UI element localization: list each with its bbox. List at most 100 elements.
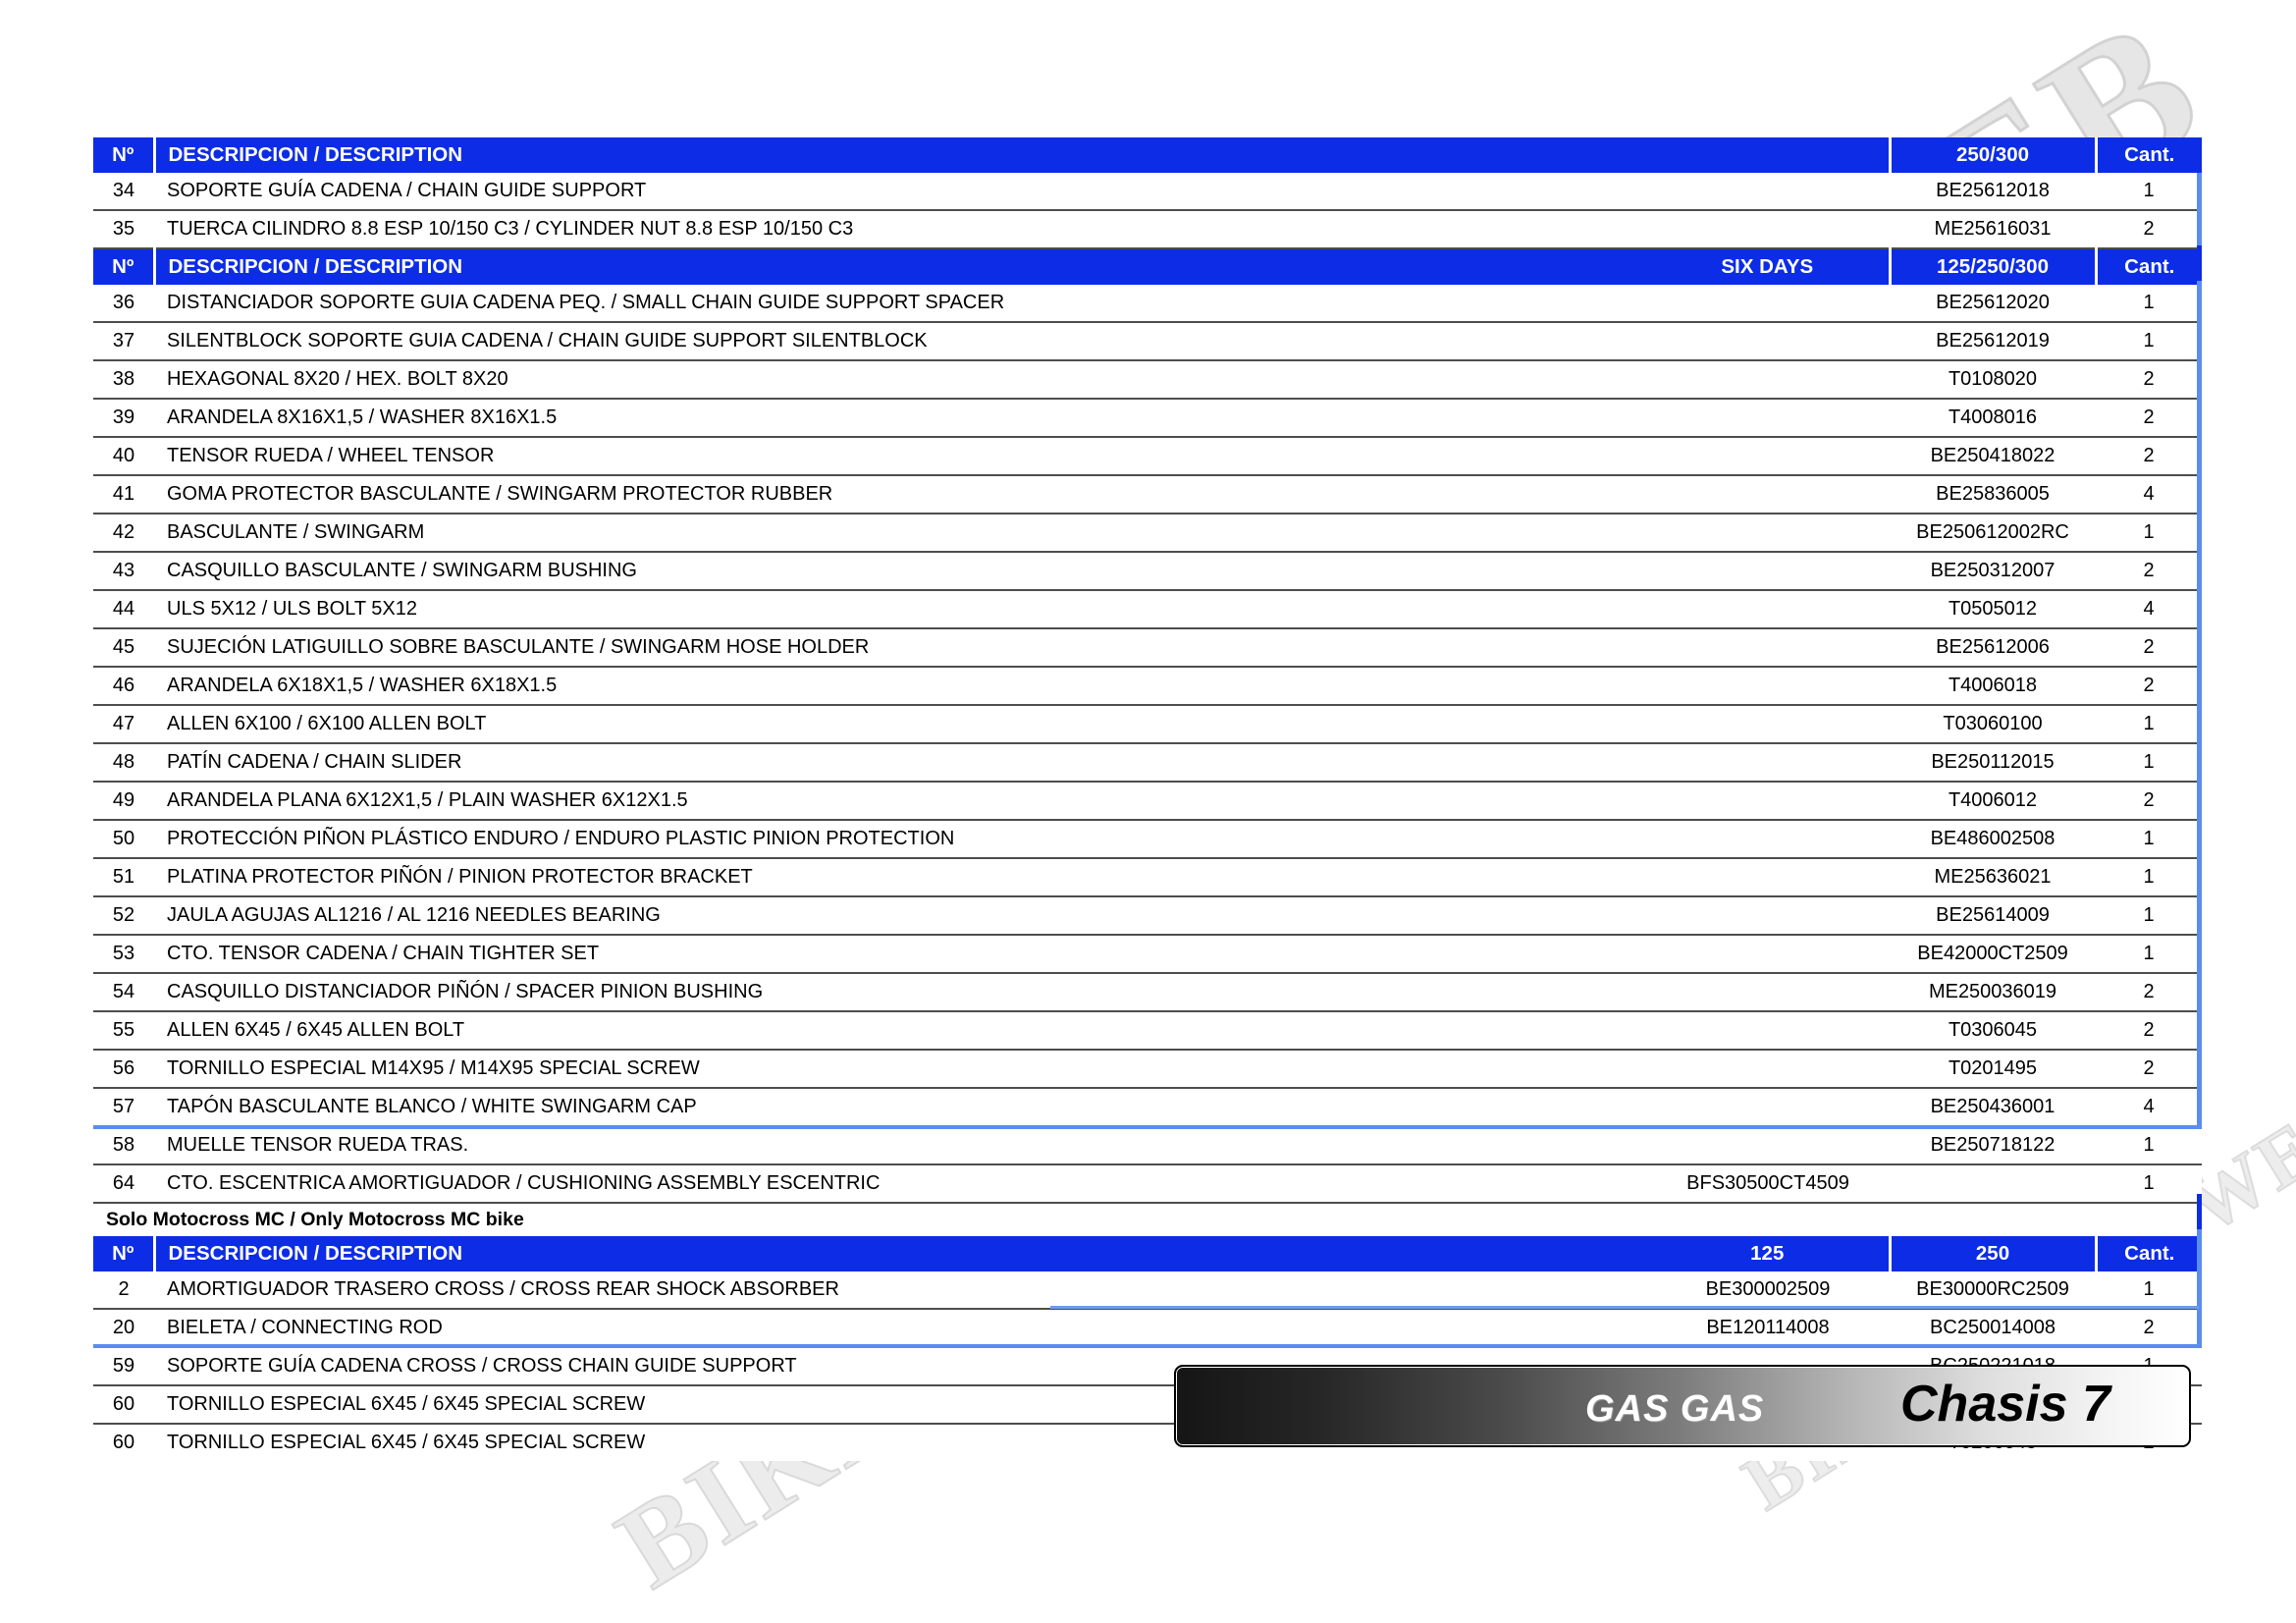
cell-partnumber: BE25612018 [1890, 173, 2096, 211]
cell-number: 60 [93, 1424, 154, 1461]
table-row[interactable]: 64 CTO. ESCENTRICA AMORTIGUADOR / CUSHION… [93, 1164, 2202, 1204]
cell-number: 41 [93, 475, 154, 514]
table-row[interactable]: 55 ALLEN 6X45 / 6X45 ALLEN BOLT T0306045 2 [93, 1011, 2202, 1051]
table-row[interactable]: 56 TORNILLO ESPECIAL M14X95 / M14X95 SPEC… [93, 1050, 2202, 1089]
table-header-row: Nº DESCRIPCION / DESCRIPTION SIX DAYS 125/2… [93, 248, 2202, 285]
cell-number: 64 [93, 1164, 154, 1204]
table-row[interactable]: 42 BASCULANTE / SWINGARM BE250612002RC 1 [93, 514, 2202, 553]
table-row[interactable]: 43 CASQUILLO BASCULANTE / SWINGARM BUSHIN… [93, 552, 2202, 591]
parts-table: Nº DESCRIPCION / DESCRIPTION 250/300 Cant. 3… [93, 137, 2202, 1461]
cell-quantity: 4 [2096, 475, 2202, 514]
table-row[interactable]: 46 ARANDELA 6X18X1,5 / WASHER 6X18X1.5 T40… [93, 667, 2202, 706]
column-header-number: Nº [93, 248, 154, 285]
cell-variant [1646, 858, 1890, 897]
cell-number: 20 [93, 1309, 154, 1348]
footer-banner [1174, 1365, 2191, 1447]
cell-quantity: 2 [2096, 399, 2202, 438]
cell-partnumber: ME25616031 [1890, 210, 2096, 249]
table-header-row: Nº DESCRIPCION / DESCRIPTION 250/300 Cant. [93, 137, 2202, 173]
cell-partnumber: T0306045 [1890, 1011, 2096, 1051]
cell-number: 54 [93, 973, 154, 1012]
table-row[interactable]: 44 ULS 5X12 / ULS BOLT 5X12 T0505012 4 [93, 590, 2202, 629]
table-row[interactable]: 34 SOPORTE GUÍA CADENA / CHAIN GUIDE SUPP… [93, 173, 2202, 211]
cell-quantity: 2 [2096, 210, 2202, 249]
table-row[interactable]: 50 PROTECCIÓN PIÑON PLÁSTICO ENDURO / END… [93, 820, 2202, 859]
cell-description: PLATINA PROTECTOR PIÑÓN / PINION PROTECT… [154, 858, 1646, 897]
cell-description: DISTANCIADOR SOPORTE GUIA CADENA PEQ. / … [154, 285, 1646, 323]
table-row[interactable]: 40 TENSOR RUEDA / WHEEL TENSOR BE250418022… [93, 437, 2202, 476]
table-row[interactable]: 39 ARANDELA 8X16X1,5 / WASHER 8X16X1.5 T40… [93, 399, 2202, 438]
cell-variant [1646, 514, 1890, 553]
cell-variant [1646, 1011, 1890, 1051]
table-row[interactable]: 45 SUJECIÓN LATIGUILLO SOBRE BASCULANTE /… [93, 628, 2202, 668]
table-row[interactable]: 49 ARANDELA PLANA 6X12X1,5 / PLAIN WASHER… [93, 782, 2202, 821]
cell-variant [1646, 210, 1890, 249]
cell-quantity: 2 [2096, 552, 2202, 591]
cell-quantity: 2 [2096, 782, 2202, 821]
table-row[interactable]: 37 SILENTBLOCK SOPORTE GUIA CADENA / CHAI… [93, 322, 2202, 361]
section-divider [93, 1125, 2202, 1129]
cell-partnumber: BE250718122 [1890, 1126, 2096, 1165]
table-row[interactable]: 35 TUERCA CILINDRO 8.8 ESP 10/150 C3 / CY… [93, 210, 2202, 249]
parts-catalog-sheet: Nº DESCRIPCION / DESCRIPTION 250/300 Cant. 3… [93, 137, 2202, 1461]
cell-description: PROTECCIÓN PIÑON PLÁSTICO ENDURO / ENDUR… [154, 820, 1646, 859]
table-header-row: Nº DESCRIPCION / DESCRIPTION 125 250 Cant. [93, 1236, 2202, 1271]
table-row[interactable]: 20 BIELETA / CONNECTING ROD BE120114008 BC2… [93, 1309, 2202, 1348]
cell-number: 39 [93, 399, 154, 438]
cell-number: 57 [93, 1088, 154, 1127]
cell-number: 35 [93, 210, 154, 249]
column-header-description: DESCRIPCION / DESCRIPTION [152, 248, 1646, 285]
table-row[interactable]: 51 PLATINA PROTECTOR PIÑÓN / PINION PROTE… [93, 858, 2202, 897]
cell-quantity: 1 [2096, 1164, 2202, 1204]
cell-description: BASCULANTE / SWINGARM [154, 514, 1646, 553]
column-header-partnumber: 125/250/300 [1888, 248, 2096, 285]
table-row[interactable]: 57 TAPÓN BASCULANTE BLANCO / WHITE SWINGA… [93, 1088, 2202, 1127]
column-header-quantity: Cant. [2094, 248, 2202, 285]
table-row[interactable]: 52 JAULA AGUJAS AL1216 / AL 1216 NEEDLES … [93, 896, 2202, 936]
cell-number: 49 [93, 782, 154, 821]
table-row[interactable]: 38 HEXAGONAL 8X20 / HEX. BOLT 8X20 T010802… [93, 360, 2202, 400]
cell-quantity: 1 [2096, 896, 2202, 936]
table-row[interactable]: 53 CTO. TENSOR CADENA / CHAIN TIGHTER SET… [93, 935, 2202, 974]
table-row[interactable]: 36 DISTANCIADOR SOPORTE GUIA CADENA PEQ. … [93, 285, 2202, 323]
column-header-quantity: Cant. [2094, 1236, 2202, 1271]
table-row[interactable]: 54 CASQUILLO DISTANCIADOR PIÑÓN / SPACER … [93, 973, 2202, 1012]
cell-number: 50 [93, 820, 154, 859]
cell-number: 44 [93, 590, 154, 629]
cell-number: 60 [93, 1385, 154, 1425]
cell-description: GOMA PROTECTOR BASCULANTE / SWINGARM PRO… [154, 475, 1646, 514]
cell-description: TAPÓN BASCULANTE BLANCO / WHITE SWINGARM… [154, 1088, 1646, 1127]
cell-number: 2 [93, 1271, 154, 1310]
rail-segment [2197, 137, 2202, 173]
table-row[interactable]: 48 PATÍN CADENA / CHAIN SLIDER BE250112015… [93, 743, 2202, 783]
table-row[interactable]: 47 ALLEN 6X100 / 6X100 ALLEN BOLT T0306010… [93, 705, 2202, 744]
cell-variant [1646, 935, 1890, 974]
table-row[interactable]: 2 AMORTIGUADOR TRASERO CROSS / CROSS REAR… [93, 1271, 2202, 1310]
cell-partnumber: ME250036019 [1890, 973, 2096, 1012]
cell-description: SUJECIÓN LATIGUILLO SOBRE BASCULANTE / S… [154, 628, 1646, 668]
cell-variant [1646, 552, 1890, 591]
cell-description: TUERCA CILINDRO 8.8 ESP 10/150 C3 / CYLI… [154, 210, 1646, 249]
cell-quantity: 1 [2096, 1126, 2202, 1165]
column-header-number: Nº [93, 1236, 154, 1271]
cell-description: SILENTBLOCK SOPORTE GUIA CADENA / CHAIN … [154, 322, 1646, 361]
cell-partnumber: BE250436001 [1890, 1088, 2096, 1127]
cell-partnumber: BE25614009 [1890, 896, 2096, 936]
cell-variant [1646, 360, 1890, 400]
cell-quantity: 4 [2096, 590, 2202, 629]
cell-quantity: 1 [2096, 935, 2202, 974]
table-row[interactable]: 41 GOMA PROTECTOR BASCULANTE / SWINGARM P… [93, 475, 2202, 514]
cell-quantity: 1 [2096, 173, 2202, 211]
table-row[interactable]: 58 MUELLE TENSOR RUEDA TRAS. BE250718122 1 [93, 1126, 2202, 1165]
cell-variant: BFS30500CT4509 [1646, 1164, 1890, 1204]
column-header-number: Nº [93, 137, 154, 173]
cell-quantity: 1 [2096, 743, 2202, 783]
column-header-variant: SIX DAYS [1646, 248, 1890, 285]
cell-partnumber: T4008016 [1890, 399, 2096, 438]
cell-quantity: 2 [2096, 628, 2202, 668]
cell-partnumber: BE25612019 [1890, 322, 2096, 361]
cell-description: MUELLE TENSOR RUEDA TRAS. [154, 1126, 1646, 1165]
cell-number: 45 [93, 628, 154, 668]
cell-number: 46 [93, 667, 154, 706]
cell-number: 42 [93, 514, 154, 553]
